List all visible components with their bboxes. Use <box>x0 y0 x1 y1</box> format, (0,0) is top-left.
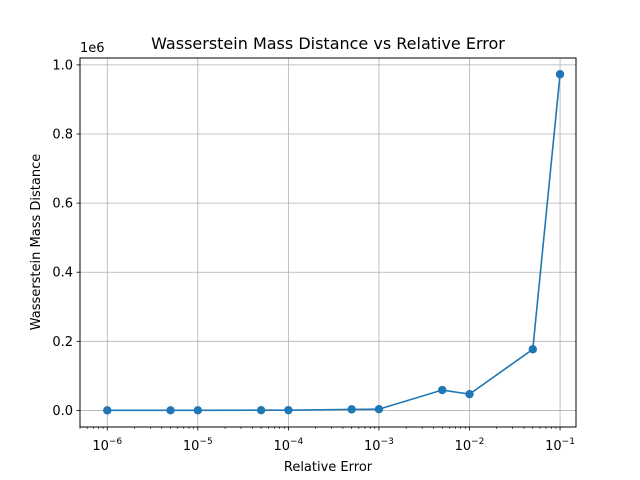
x-tick-label: 10−2 <box>455 437 485 454</box>
data-point <box>103 406 112 415</box>
data-point <box>465 389 474 399</box>
y-axis-label: Wasserstein Mass Distance <box>29 154 44 330</box>
y-tick-label: 0.8 <box>52 128 73 143</box>
x-tick-label: 10−5 <box>183 437 213 454</box>
x-axis-label: Relative Error <box>284 460 373 475</box>
data-point <box>374 405 384 414</box>
data-point <box>555 70 565 79</box>
x-tick-label: 10−1 <box>545 437 575 454</box>
x-tick-label: 10−4 <box>273 437 303 454</box>
plot-frame <box>79 57 577 428</box>
data-point <box>166 406 175 415</box>
data-point <box>438 385 447 395</box>
y-axis: 0.0 0.2 0.4 0.6 0.8 1.0 <box>52 58 80 419</box>
x-tick-label: 10−3 <box>364 437 394 454</box>
y-tick-label: 1.0 <box>52 58 73 73</box>
x-tick-label: 10−6 <box>92 437 122 454</box>
grid <box>80 58 576 427</box>
data-point <box>347 405 356 414</box>
data-point <box>193 406 203 415</box>
series <box>103 70 565 415</box>
y-tick-label: 0.6 <box>52 197 73 212</box>
y-tick-label: 0.4 <box>52 266 73 281</box>
data-point <box>256 406 266 415</box>
data-point <box>284 405 293 415</box>
y-tick-label: 0.2 <box>52 335 73 350</box>
y-tick-label: 0.0 <box>52 404 73 419</box>
y-axis-offset-label: 1e6 <box>80 41 105 56</box>
chart-title: Wasserstein Mass Distance vs Relative Er… <box>151 34 505 53</box>
data-point <box>528 345 537 354</box>
x-axis: 10−6 10−5 10−4 10−3 10−2 10−1 <box>79 427 575 454</box>
